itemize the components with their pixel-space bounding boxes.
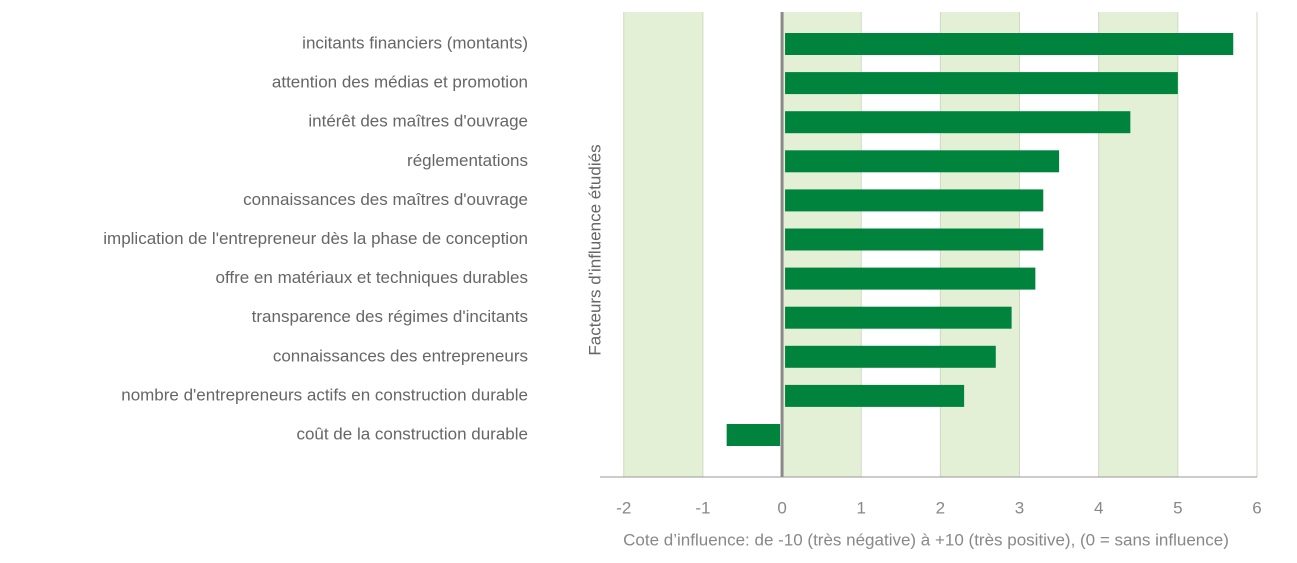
bar [785, 384, 965, 407]
y-tick-label: nombre d'entrepreneurs actifs en constru… [121, 385, 528, 404]
bar [785, 345, 996, 368]
bar [785, 189, 1044, 212]
x-tick-label: 6 [1252, 498, 1261, 517]
y-tick-label: connaissances des entrepreneurs [273, 346, 528, 365]
x-tick-label: 2 [936, 498, 945, 517]
y-tick-label: implication de l'entrepreneur dès la pha… [103, 229, 528, 248]
grid-band [623, 12, 703, 477]
bar [785, 72, 1178, 95]
bar [785, 267, 1036, 290]
y-tick-label: incitants financiers (montants) [302, 33, 528, 52]
x-tick-label: 5 [1173, 498, 1182, 517]
bar [726, 424, 781, 446]
bar [785, 228, 1044, 251]
y-tick-label: intérêt des maîtres d'ouvrage [308, 112, 528, 131]
x-tick-label: -2 [616, 498, 631, 517]
x-tick-label: 0 [777, 498, 786, 517]
y-tick-label: connaissances des maîtres d'ouvrage [243, 190, 528, 209]
x-tick-label: 4 [1094, 498, 1103, 517]
y-tick-label: réglementations [407, 151, 528, 170]
x-tick-label: -1 [695, 498, 710, 517]
bar [785, 150, 1060, 173]
x-tick-label: 3 [1015, 498, 1024, 517]
y-axis-label: Facteurs d'influence étudiés [585, 144, 604, 355]
bar [785, 306, 1012, 329]
x-axis-label: Cote d’influence: de -10 (très négative)… [623, 530, 1229, 549]
bar [785, 111, 1131, 134]
bar [785, 33, 1234, 55]
y-tick-label: coût de la construction durable [296, 424, 528, 443]
x-tick-label: 1 [856, 498, 865, 517]
y-tick-label: transparence des régimes d'incitants [252, 307, 528, 326]
y-tick-label: offre en matériaux et techniques durable… [216, 268, 529, 287]
y-tick-label: attention des médias et promotion [272, 73, 528, 92]
